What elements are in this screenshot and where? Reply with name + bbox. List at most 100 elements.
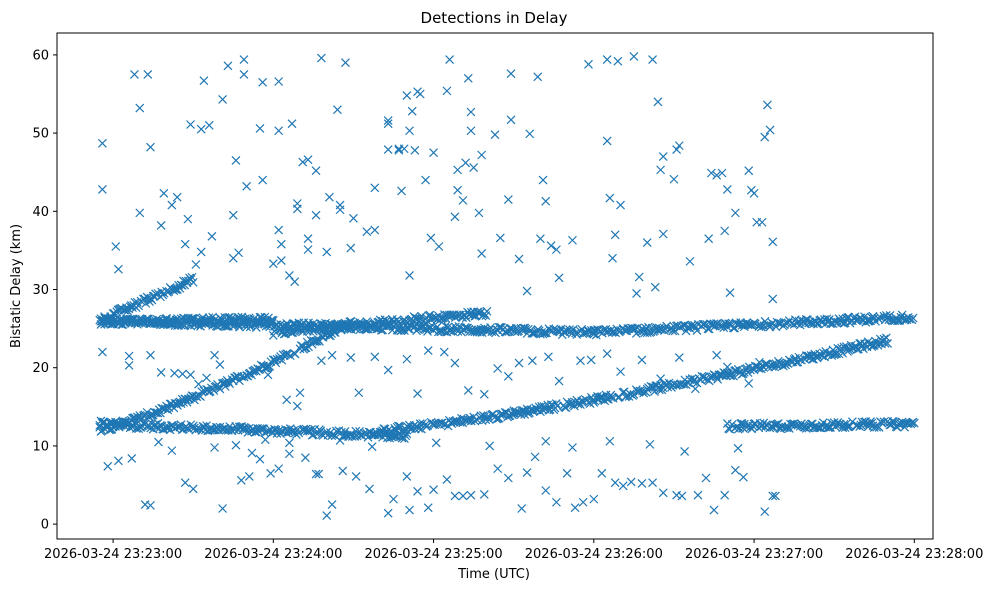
data-point [292, 401, 302, 411]
data-point [477, 150, 487, 160]
data-point [311, 469, 321, 479]
data-point [720, 490, 730, 500]
data-point [196, 124, 206, 134]
data-point [167, 446, 177, 456]
data-point [637, 355, 647, 365]
data-point [685, 256, 695, 266]
data-point [469, 163, 479, 172]
data-point [268, 259, 278, 269]
data-point [284, 271, 294, 280]
data-point [586, 355, 596, 365]
data-point [658, 229, 668, 239]
data-point [727, 419, 737, 429]
data-point [292, 204, 302, 214]
data-point [188, 277, 198, 287]
data-point [282, 395, 292, 405]
data-point [410, 145, 420, 155]
data-point [399, 144, 409, 154]
data-point [680, 446, 690, 456]
data-point [213, 423, 222, 432]
data-point [554, 273, 564, 283]
data-point [239, 55, 249, 65]
chart-title: Detections in Delay [421, 9, 568, 27]
data-point [709, 505, 719, 515]
plot-background [57, 33, 933, 539]
data-point [637, 479, 647, 488]
data-point [290, 277, 300, 287]
data-point [530, 452, 540, 462]
data-point [274, 225, 284, 235]
data-point [642, 238, 652, 248]
data-point [625, 389, 635, 399]
data-point [383, 119, 393, 129]
data-point [383, 365, 393, 375]
data-point [346, 353, 356, 362]
data-point [267, 315, 277, 325]
data-point [881, 333, 891, 343]
data-point [186, 370, 195, 380]
data-point [365, 484, 374, 494]
data-point [656, 374, 666, 384]
data-point [466, 126, 476, 136]
data-point [202, 373, 211, 383]
data-point [402, 354, 412, 364]
data-point [349, 213, 358, 223]
data-point [445, 55, 455, 65]
data-point [463, 385, 473, 395]
data-point [701, 473, 711, 483]
data-point [97, 184, 107, 194]
data-point [405, 271, 414, 280]
data-point [126, 318, 136, 328]
data-point [520, 409, 530, 419]
data-point [812, 423, 822, 433]
data-point [333, 105, 342, 115]
data-point [704, 234, 714, 244]
data-point [525, 129, 535, 139]
data-point [423, 346, 433, 355]
data-point [470, 416, 480, 426]
data-point [458, 491, 468, 501]
x-tick-label: 2026-03-24 23:25:00 [365, 547, 503, 562]
data-point [568, 235, 577, 245]
data-point [450, 358, 460, 368]
data-point [154, 437, 163, 447]
data-point [287, 119, 297, 129]
data-point [236, 475, 246, 485]
data-point [402, 91, 412, 100]
data-point [514, 358, 524, 368]
data-point [181, 394, 191, 404]
data-point [744, 378, 754, 388]
data-point [514, 254, 524, 264]
data-point [466, 490, 476, 500]
data-point [768, 294, 778, 304]
data-point [187, 272, 197, 282]
data-point [291, 323, 301, 333]
data-point [650, 282, 660, 292]
data-point [717, 168, 727, 178]
data-point [383, 145, 393, 154]
data-point [570, 503, 580, 513]
data-point [616, 367, 625, 377]
data-point [837, 343, 846, 353]
data-point [610, 230, 620, 240]
data-point [393, 421, 403, 431]
data-point [357, 320, 367, 330]
data-point [231, 156, 241, 165]
data-point [474, 208, 484, 218]
data-point [466, 107, 476, 117]
data-point [306, 425, 316, 435]
data-point [171, 316, 181, 326]
data-point [134, 301, 144, 311]
data-point [242, 181, 252, 191]
data-point [722, 184, 732, 194]
plot-area [56, 32, 934, 540]
data-point [450, 491, 460, 501]
data-point [477, 249, 487, 258]
data-point [180, 478, 190, 488]
data-point [880, 338, 890, 348]
data-point [538, 175, 548, 185]
data-point [485, 441, 495, 451]
data-point [383, 508, 393, 518]
data-point [230, 318, 239, 328]
data-point [517, 504, 527, 513]
